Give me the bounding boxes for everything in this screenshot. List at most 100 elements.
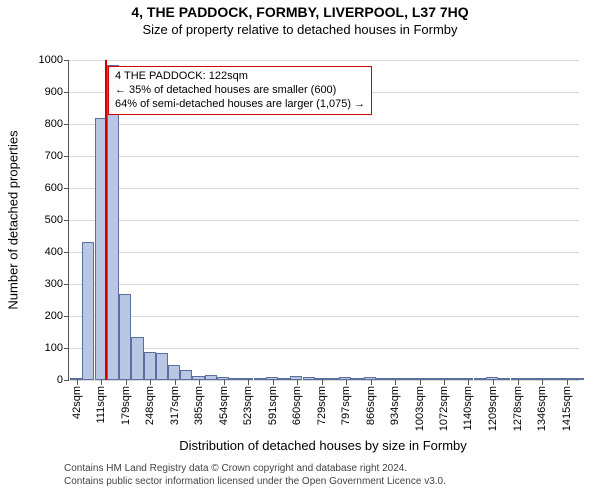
xtick-label: 111sqm — [95, 386, 107, 424]
histogram-bar — [254, 378, 266, 380]
xtick-mark — [542, 380, 543, 385]
y-axis-label: Number of detached properties — [6, 130, 21, 309]
histogram-bar — [388, 378, 400, 380]
histogram-bar — [82, 242, 94, 380]
xtick-label: 934sqm — [389, 386, 401, 425]
histogram-bar — [486, 377, 498, 380]
histogram-bar — [572, 378, 584, 380]
histogram-bar — [461, 378, 473, 380]
xtick-label: 797sqm — [340, 386, 352, 425]
xtick-mark — [175, 380, 176, 385]
xtick-mark — [297, 380, 298, 385]
gridline — [69, 124, 579, 125]
gridline — [69, 60, 579, 61]
xtick-label: 866sqm — [365, 386, 377, 425]
histogram-bar — [364, 377, 376, 380]
xtick-label: 317sqm — [169, 386, 181, 425]
annotation-line: 64% of semi-detached houses are larger (… — [115, 98, 365, 112]
histogram-bar — [70, 378, 82, 380]
ytick-label: 600 — [45, 182, 69, 194]
histogram-bar — [119, 294, 131, 380]
histogram-bar — [437, 378, 449, 380]
xtick-label: 1415sqm — [561, 386, 573, 431]
gridline — [69, 188, 579, 189]
xtick-mark — [77, 380, 78, 385]
chart-subtitle: Size of property relative to detached ho… — [0, 22, 600, 37]
histogram-bar — [144, 352, 156, 380]
xtick-label: 1072sqm — [438, 386, 450, 431]
histogram-bar — [425, 378, 437, 380]
ytick-label: 900 — [45, 86, 69, 98]
xtick-mark — [248, 380, 249, 385]
xtick-mark — [346, 380, 347, 385]
gridline — [69, 316, 579, 317]
xtick-label: 729sqm — [316, 386, 328, 425]
xtick-label: 248sqm — [144, 386, 156, 425]
histogram-bar — [229, 378, 241, 380]
histogram-bar — [547, 378, 559, 380]
xtick-mark — [150, 380, 151, 385]
histogram-bar — [523, 378, 535, 380]
histogram-bar — [241, 378, 253, 380]
xtick-mark — [518, 380, 519, 385]
histogram-bar — [217, 377, 229, 380]
annotation-box: 4 THE PADDOCK: 122sqm← 35% of detached h… — [108, 66, 372, 115]
histogram-bar — [498, 378, 510, 380]
attribution-line: Contains public sector information licen… — [64, 475, 446, 488]
x-axis-label: Distribution of detached houses by size … — [68, 438, 578, 453]
histogram-bar — [400, 378, 412, 380]
xtick-label: 1003sqm — [414, 386, 426, 431]
xtick-label: 1140sqm — [462, 386, 474, 430]
histogram-bar — [315, 378, 327, 380]
histogram-bar — [474, 378, 486, 380]
ytick-label: 500 — [45, 214, 69, 226]
chart-container: 4, THE PADDOCK, FORMBY, LIVERPOOL, L37 7… — [0, 4, 600, 504]
histogram-bar — [192, 376, 204, 380]
histogram-bar — [327, 378, 339, 380]
xtick-label: 1346sqm — [536, 386, 548, 431]
ytick-label: 100 — [45, 342, 69, 354]
xtick-label: 1209sqm — [487, 386, 499, 431]
xtick-label: 42sqm — [71, 386, 83, 419]
annotation-line: ← 35% of detached houses are smaller (60… — [115, 84, 365, 98]
gridline — [69, 252, 579, 253]
xtick-label: 523sqm — [242, 386, 254, 425]
histogram-bar — [339, 377, 351, 380]
attribution-line: Contains HM Land Registry data © Crown c… — [64, 462, 446, 475]
xtick-label: 591sqm — [267, 386, 279, 425]
gridline — [69, 220, 579, 221]
xtick-mark — [444, 380, 445, 385]
xtick-mark — [199, 380, 200, 385]
histogram-bar — [376, 378, 388, 380]
xtick-mark — [101, 380, 102, 385]
ytick-label: 200 — [45, 310, 69, 322]
histogram-bar — [511, 378, 523, 380]
histogram-bar — [168, 365, 180, 380]
ytick-label: 1000 — [39, 54, 69, 66]
xtick-mark — [224, 380, 225, 385]
histogram-bar — [559, 378, 571, 380]
histogram-bar — [351, 378, 363, 380]
ytick-label: 700 — [45, 150, 69, 162]
annotation-line: 4 THE PADDOCK: 122sqm — [115, 70, 365, 84]
xtick-mark — [493, 380, 494, 385]
xtick-label: 385sqm — [193, 386, 205, 425]
histogram-bar — [205, 375, 217, 380]
histogram-bar — [412, 378, 424, 380]
xtick-mark — [567, 380, 568, 385]
histogram-bar — [449, 378, 461, 380]
chart-title: 4, THE PADDOCK, FORMBY, LIVERPOOL, L37 7… — [0, 4, 600, 20]
gridline — [69, 348, 579, 349]
xtick-mark — [126, 380, 127, 385]
ytick-label: 0 — [57, 374, 69, 386]
histogram-bar — [535, 378, 547, 380]
ytick-label: 300 — [45, 278, 69, 290]
xtick-label: 1278sqm — [512, 386, 524, 431]
xtick-label: 660sqm — [291, 386, 303, 425]
histogram-bar — [290, 376, 302, 380]
histogram-bar — [266, 377, 278, 380]
histogram-bar — [303, 377, 315, 380]
ytick-label: 800 — [45, 118, 69, 130]
histogram-bar — [131, 337, 143, 380]
gridline — [69, 156, 579, 157]
